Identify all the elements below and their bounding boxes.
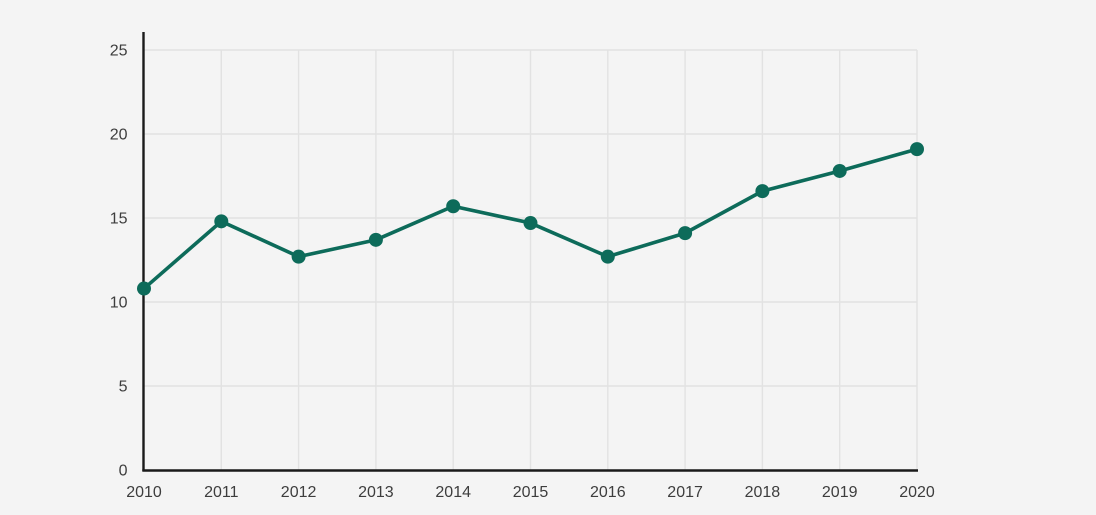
- x-tick-label-2014: 2014: [435, 484, 471, 501]
- data-point-2016[interactable]: [600, 249, 615, 264]
- y-tick-label-15: 15: [110, 211, 128, 228]
- x-tick-label-2016: 2016: [590, 484, 626, 501]
- x-tick-label-2015: 2015: [513, 484, 549, 501]
- x-tick-label-2020: 2020: [899, 484, 935, 501]
- y-tick-label-10: 10: [110, 295, 128, 312]
- data-point-2014[interactable]: [446, 199, 461, 214]
- y-tick-label-20: 20: [110, 127, 128, 144]
- data-point-2019[interactable]: [832, 163, 847, 178]
- data-point-2013[interactable]: [368, 232, 383, 247]
- x-tick-label-2012: 2012: [281, 484, 317, 501]
- data-point-2018[interactable]: [755, 184, 770, 199]
- x-tick-label-2018: 2018: [745, 484, 781, 501]
- x-tick-label-2010: 2010: [126, 484, 162, 501]
- y-tick-label-5: 5: [119, 379, 128, 396]
- y-tick-label-25: 25: [110, 43, 128, 60]
- x-tick-label-2017: 2017: [667, 484, 703, 501]
- data-point-2010[interactable]: [137, 281, 151, 296]
- x-tick-label-2011: 2011: [204, 484, 239, 501]
- y-tick-label-0: 0: [119, 463, 128, 480]
- data-point-2017[interactable]: [678, 226, 693, 241]
- data-point-2011[interactable]: [214, 214, 229, 229]
- data-point-2012[interactable]: [291, 249, 306, 264]
- x-tick-label-2013: 2013: [358, 484, 394, 501]
- x-tick-label-2019: 2019: [822, 484, 858, 501]
- data-point-2015[interactable]: [523, 216, 538, 231]
- data-point-2020[interactable]: [910, 142, 924, 157]
